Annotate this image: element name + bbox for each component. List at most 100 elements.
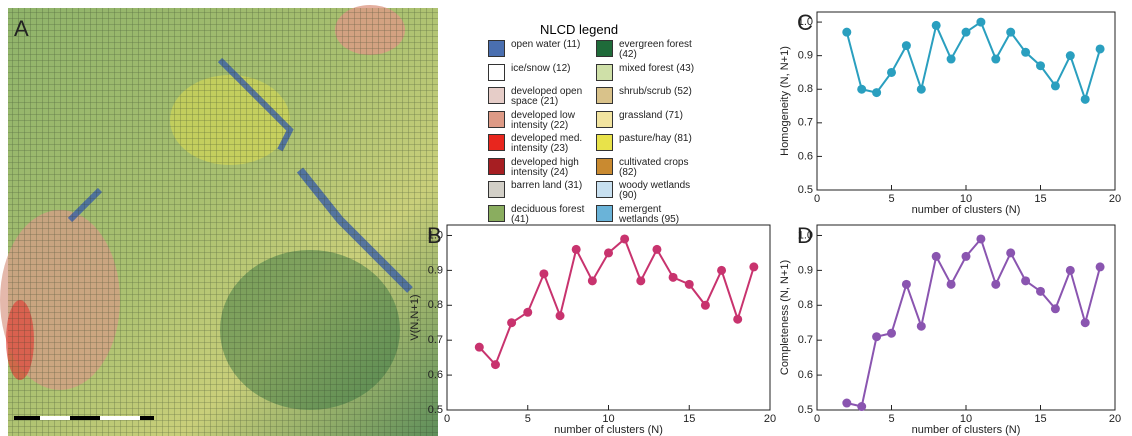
data-point <box>620 234 630 244</box>
legend-swatch <box>488 87 505 104</box>
data-point <box>700 300 710 310</box>
data-point <box>555 311 565 321</box>
legend-item: emergent wetlands (95) <box>596 203 699 225</box>
series-line <box>478 237 755 367</box>
data-point <box>733 314 743 324</box>
series-line <box>845 20 1102 103</box>
legend-swatch <box>596 157 613 175</box>
legend-label: barren land (31) <box>511 180 583 191</box>
legend-label: pasture/hay (81) <box>619 133 692 144</box>
y-tick-label: 0.9 <box>798 264 813 276</box>
data-point <box>587 276 597 286</box>
x-tick-label: 10 <box>960 413 972 425</box>
map-image <box>0 5 438 436</box>
data-point <box>946 279 956 289</box>
data-point <box>872 88 882 98</box>
data-point <box>490 360 500 370</box>
y-tick-label: 1.0 <box>798 16 813 28</box>
legend-item: ice/snow (12) <box>488 63 591 81</box>
data-point <box>1095 262 1105 272</box>
y-tick-label: 1.0 <box>428 229 443 241</box>
legend-item: barren land (31) <box>488 181 591 198</box>
data-point <box>946 54 956 64</box>
data-point <box>539 269 549 279</box>
data-point <box>1006 248 1016 258</box>
x-axis-label: number of clusters (N) <box>912 204 1021 216</box>
y-tick-label: 0.5 <box>428 404 443 416</box>
y-tick-label: 0.5 <box>798 184 813 196</box>
x-axis-label: number of clusters (N) <box>554 424 663 436</box>
legend-item: deciduous forest (41) <box>488 203 591 225</box>
data-point <box>668 272 678 282</box>
y-tick-label: 0.7 <box>428 334 443 346</box>
y-tick-label: 0.6 <box>428 369 443 381</box>
data-point <box>523 307 533 317</box>
x-tick-label: 20 <box>1109 413 1121 425</box>
y-tick-label: 0.8 <box>798 299 813 311</box>
legend-item: mixed forest (43) <box>596 62 699 81</box>
legend-item: cultivated crops (82) <box>596 157 699 178</box>
x-tick-label: 5 <box>525 413 531 425</box>
y-tick-label: 0.7 <box>798 334 813 346</box>
plot-frame <box>816 11 1116 191</box>
legend-swatch <box>596 87 613 104</box>
data-point <box>1021 276 1031 286</box>
data-point <box>961 251 971 261</box>
y-tick-label: 0.6 <box>798 369 813 381</box>
data-point <box>1095 44 1105 54</box>
legend-label: developed med. intensity (23) <box>511 133 583 154</box>
legend-label: emergent wetlands (95) <box>619 203 680 225</box>
legend-swatch <box>596 204 613 222</box>
data-point <box>857 402 867 412</box>
x-tick-label: 5 <box>888 193 894 205</box>
data-point <box>887 328 896 338</box>
x-tick-label: 20 <box>1109 193 1121 205</box>
data-point <box>857 84 867 94</box>
legend-label: open water (11) <box>511 39 581 50</box>
x-tick-label: 0 <box>814 413 820 425</box>
legend-title: NLCD legend <box>540 22 619 37</box>
data-point <box>1036 286 1045 296</box>
y-axis-label: V(N,N+1) <box>409 294 421 340</box>
data-point <box>684 279 694 289</box>
data-point <box>1006 27 1016 37</box>
data-point <box>872 332 882 342</box>
legend-swatch <box>596 134 613 151</box>
legend-swatch <box>596 40 613 57</box>
legend-swatch <box>488 181 505 198</box>
legend-item: grassland (71) <box>596 109 699 128</box>
data-point <box>842 27 852 37</box>
y-tick-label: 0.8 <box>428 299 443 311</box>
data-point <box>1036 61 1045 71</box>
data-point <box>931 20 941 30</box>
data-point <box>636 276 646 286</box>
legend-swatch <box>596 181 613 198</box>
x-tick-label: 10 <box>602 413 614 425</box>
data-point <box>976 234 986 244</box>
panel-label: D <box>797 223 813 248</box>
data-point <box>604 248 613 258</box>
data-point <box>916 321 926 331</box>
legend-label: grassland (71) <box>619 109 683 121</box>
y-axis-label: Completeness (N, N+1) <box>779 260 791 375</box>
legend-item: developed open space (21) <box>488 87 591 107</box>
data-point <box>1050 81 1060 91</box>
x-tick-label: 15 <box>683 413 695 425</box>
data-point <box>1080 94 1090 104</box>
y-tick-label: 0.9 <box>798 50 813 62</box>
data-point <box>1021 47 1031 57</box>
x-tick-label: 0 <box>444 413 450 425</box>
x-tick-label: 15 <box>1034 193 1046 205</box>
legend-item: woody wetlands (90) <box>596 181 699 201</box>
data-point <box>717 265 727 275</box>
legend-label: deciduous forest (41) <box>511 203 585 225</box>
legend-label: mixed forest (43) <box>619 62 695 74</box>
data-point <box>991 279 1001 289</box>
data-point <box>901 41 911 51</box>
data-point <box>507 318 517 328</box>
y-tick-label: 0.9 <box>428 264 443 276</box>
data-point <box>749 262 759 272</box>
legend-label: woody wetlands (90) <box>619 180 691 201</box>
data-point <box>916 84 926 94</box>
